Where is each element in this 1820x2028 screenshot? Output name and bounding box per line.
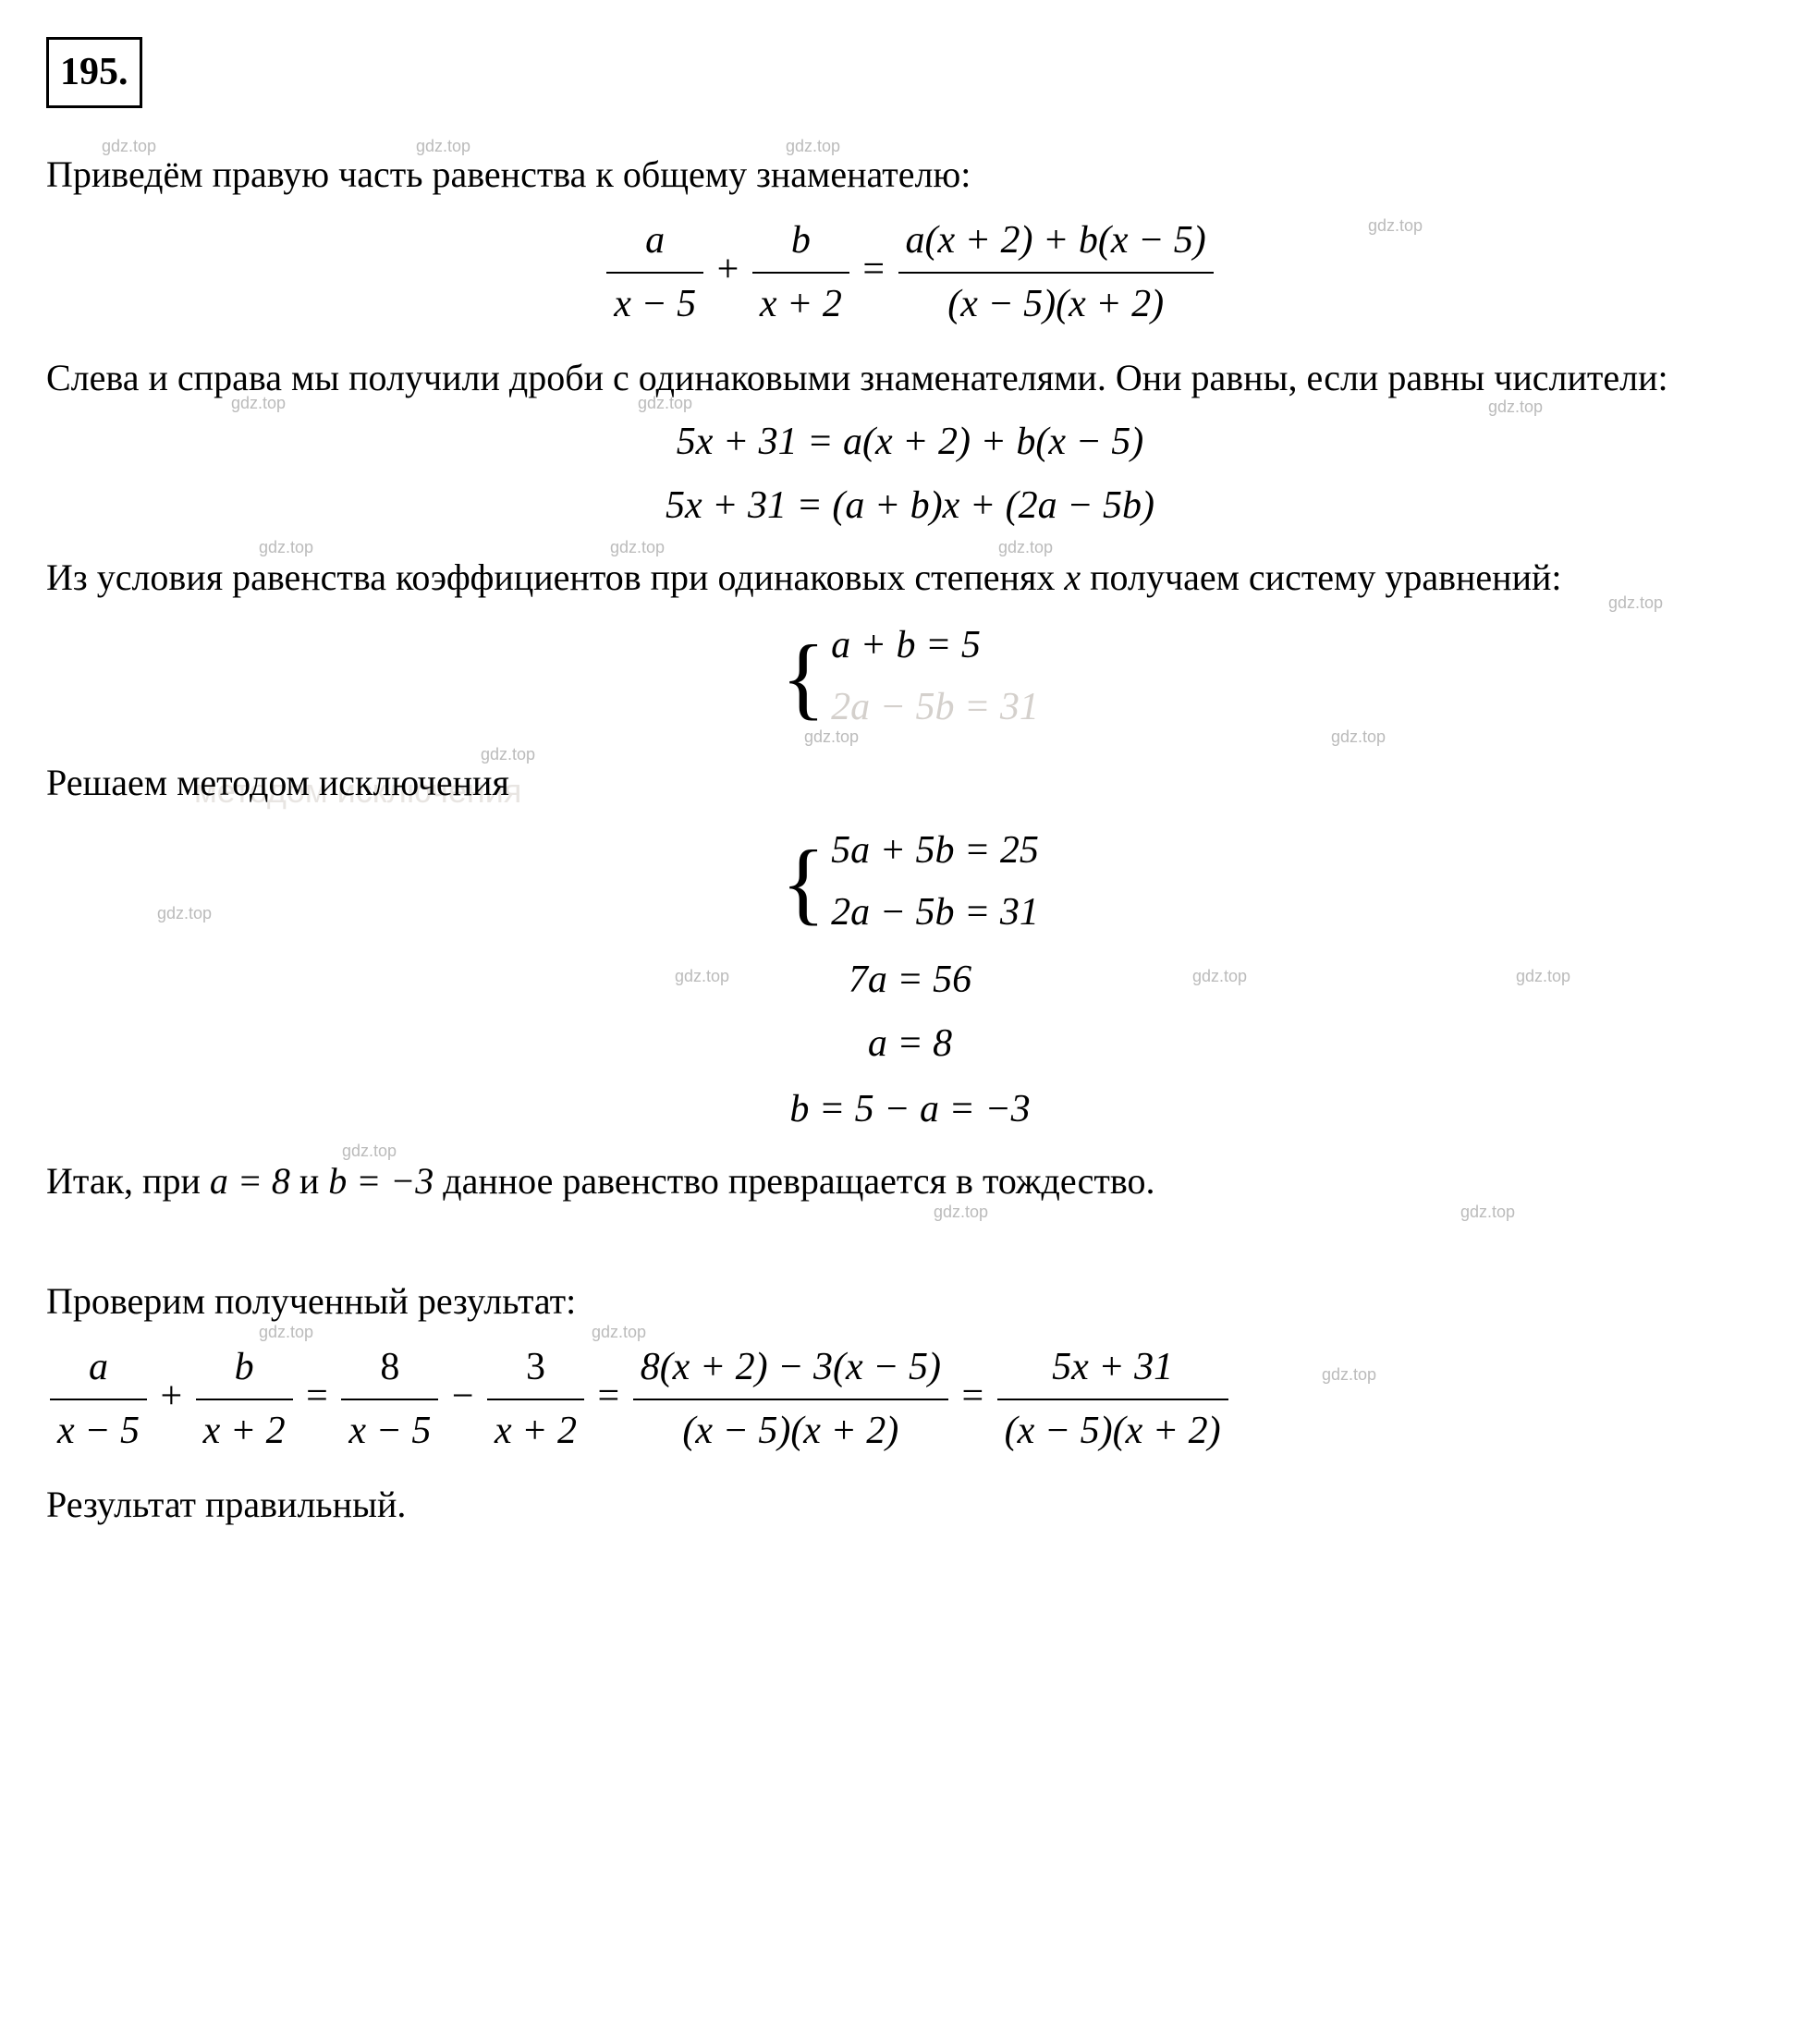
- fraction-denominator: x + 2: [752, 274, 849, 336]
- watermark: gdz.top: [1192, 964, 1247, 989]
- fraction-numerator: b: [752, 210, 849, 274]
- fraction-numerator: a: [50, 1337, 147, 1400]
- fraction-numerator: 8(x + 2) − 3(x − 5): [633, 1337, 948, 1400]
- system-equation: 2a − 5b = 31: [831, 678, 1039, 737]
- watermark: gdz.top: [259, 535, 313, 560]
- paragraph-7: Результат правильный.: [46, 1477, 1774, 1533]
- equation-line: 5x + 31 = a(x + 2) + b(x − 5): [46, 413, 1774, 471]
- verification-equation: a x − 5 + b x + 2 = 8 x − 5 − 3 x + 2 = …: [46, 1337, 1774, 1462]
- fraction-denominator: (x − 5)(x + 2): [633, 1400, 948, 1462]
- fraction-numerator: a(x + 2) + b(x − 5): [898, 210, 1214, 274]
- equation-numerators-eq: 5x + 31 = a(x + 2) + b(x − 5) 5x + 31 = …: [46, 413, 1774, 535]
- brace-icon: {: [781, 638, 825, 716]
- system-1: { a + b = 5 2a − 5b = 31 gdz.top gdz.top: [46, 613, 1774, 740]
- watermark: gdz.top: [157, 901, 212, 926]
- watermark: gdz.top: [675, 964, 729, 989]
- watermark: gdz.top: [934, 1200, 988, 1225]
- watermark: gdz.top: [416, 134, 470, 159]
- plus-sign: +: [717, 249, 739, 291]
- fraction-numerator: 3: [487, 1337, 584, 1400]
- watermark: gdz.top: [1488, 395, 1543, 420]
- watermark: gdz.top: [638, 391, 692, 416]
- watermark: gdz.top: [342, 1139, 397, 1164]
- equation-line: 5x + 31 = (a + b)x + (2a − 5b): [46, 477, 1774, 535]
- problem-number: 195.: [46, 37, 142, 108]
- watermark: gdz.top: [231, 391, 286, 416]
- system-equation: 5a + 5b = 25: [831, 822, 1039, 880]
- equals-sign: =: [306, 1375, 328, 1418]
- equals-sign: =: [862, 249, 885, 291]
- watermark: gdz.top: [786, 134, 840, 159]
- brace-icon: {: [781, 843, 825, 922]
- watermark: gdz.top: [998, 535, 1053, 560]
- system-equation: a + b = 5: [831, 617, 1039, 675]
- equation-line: b = 5 − a = −3: [46, 1081, 1774, 1139]
- fraction-denominator: x − 5: [606, 274, 703, 336]
- equals-sign: =: [598, 1375, 620, 1418]
- equation-common-denominator: gdz.top a x − 5 + b x + 2 = a(x + 2) + b…: [46, 210, 1774, 336]
- fraction-denominator: x − 5: [50, 1400, 147, 1462]
- watermark: gdz.top: [804, 725, 859, 750]
- fraction-denominator: x − 5: [341, 1400, 438, 1462]
- paragraph-1: Приведём правую часть равенства к общему…: [46, 147, 1774, 202]
- paragraph-4: Решаем методом исключения: [46, 755, 1774, 811]
- minus-sign: −: [452, 1375, 474, 1418]
- watermark: gdz.top: [1608, 591, 1663, 616]
- watermark: gdz.top: [610, 535, 665, 560]
- system-2: gdz.top { 5a + 5b = 25 2a − 5b = 31 gdz.…: [46, 818, 1774, 1139]
- fraction-denominator: x + 2: [196, 1400, 293, 1462]
- fraction-denominator: (x − 5)(x + 2): [898, 274, 1214, 336]
- equals-sign: =: [961, 1375, 983, 1418]
- fraction-numerator: 5x + 31: [997, 1337, 1228, 1400]
- watermark: gdz.top: [102, 134, 156, 159]
- fraction-denominator: x + 2: [487, 1400, 584, 1462]
- system-equation: 2a − 5b = 31: [831, 884, 1039, 942]
- watermark: gdz.top: [1516, 964, 1570, 989]
- fraction-numerator: a: [606, 210, 703, 274]
- equation-line: 7a = 56: [849, 959, 971, 1001]
- fraction-denominator: (x − 5)(x + 2): [997, 1400, 1228, 1462]
- watermark: gdz.top: [1368, 214, 1423, 238]
- watermark: gdz.top: [481, 742, 535, 767]
- watermark: gdz.top: [1322, 1362, 1376, 1387]
- watermark: gdz.top: [1460, 1200, 1515, 1225]
- fraction-numerator: 8: [341, 1337, 438, 1400]
- equation-line: a = 8: [46, 1015, 1774, 1073]
- plus-sign: +: [160, 1375, 182, 1418]
- watermark: gdz.top: [1331, 725, 1386, 750]
- fraction-numerator: b: [196, 1337, 293, 1400]
